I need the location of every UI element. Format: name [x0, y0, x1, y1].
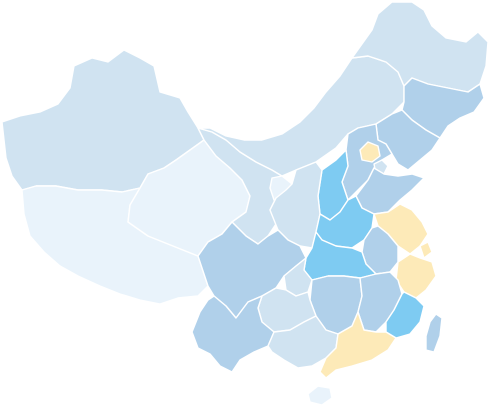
region-beijing[interactable]: [359, 141, 381, 163]
region-zhejiang[interactable]: [395, 253, 437, 299]
region-yunnan[interactable]: [191, 295, 275, 373]
region-shanghai[interactable]: [419, 241, 433, 259]
region-guangdong[interactable]: [319, 311, 397, 379]
region-taiwan[interactable]: [425, 313, 443, 353]
region-hainan[interactable]: [307, 385, 333, 405]
region-fujian[interactable]: [385, 291, 425, 339]
